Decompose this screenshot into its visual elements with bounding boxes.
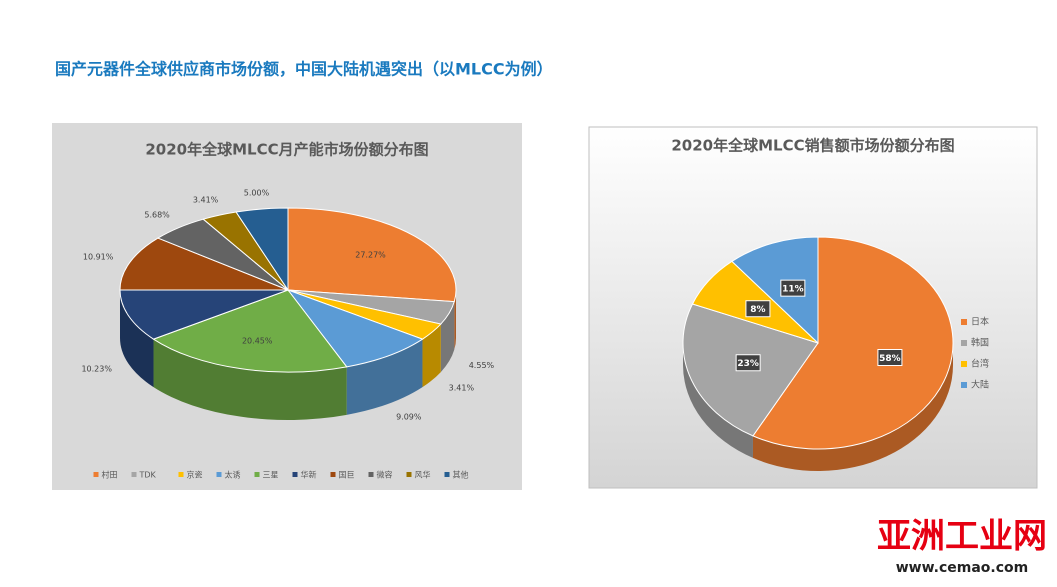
legend-swatch bbox=[292, 472, 298, 477]
data-label-box bbox=[877, 348, 903, 366]
data-label: 11% bbox=[782, 285, 804, 295]
data-label: 10.91% bbox=[83, 252, 114, 261]
legend-label: 风华 bbox=[415, 470, 431, 480]
legend-label: 华新 bbox=[301, 470, 317, 480]
data-label-box bbox=[735, 354, 761, 372]
slice bbox=[731, 236, 819, 345]
legend-label: TDK bbox=[139, 471, 157, 480]
legend-swatch bbox=[444, 472, 450, 477]
legend-swatch bbox=[961, 361, 967, 367]
slice-side bbox=[683, 343, 753, 458]
legend-label: 其他 bbox=[453, 470, 469, 480]
legend-swatch bbox=[961, 382, 967, 388]
slice bbox=[235, 207, 289, 292]
legend-swatch bbox=[178, 472, 184, 477]
data-label: 4.55% bbox=[469, 361, 495, 370]
slice bbox=[119, 237, 289, 291]
slice-side bbox=[346, 339, 423, 415]
slice-side bbox=[422, 324, 441, 388]
legend-label: 村田 bbox=[102, 470, 118, 480]
data-label: 5.00% bbox=[244, 188, 270, 197]
data-label: 3.41% bbox=[449, 384, 475, 393]
legend-label: 国巨 bbox=[339, 471, 355, 480]
legend-label: 大陆 bbox=[971, 379, 989, 391]
data-label: 27.27% bbox=[355, 251, 386, 260]
legend-label: 太诱 bbox=[225, 470, 241, 480]
slice-side bbox=[153, 339, 347, 420]
legend-label: 三星 bbox=[263, 471, 279, 480]
data-label-box bbox=[745, 300, 771, 318]
data-label: 10.23% bbox=[81, 365, 112, 374]
logo-name: 亚洲工业网 bbox=[877, 517, 1047, 557]
legend-swatch bbox=[93, 472, 99, 477]
logo-url: www.cemao.com bbox=[896, 560, 1029, 576]
legend-label: 台湾 bbox=[971, 358, 989, 370]
chart-title: 2020年全球MLCC月产能市场份额分布图 bbox=[145, 141, 428, 159]
slice bbox=[286, 288, 424, 368]
legend-swatch bbox=[961, 340, 967, 346]
chart-title: 2020年全球MLCC销售额市场份额分布图 bbox=[671, 137, 954, 155]
legend-swatch bbox=[368, 472, 374, 477]
legend-label: 日本 bbox=[971, 316, 989, 328]
slice-side bbox=[454, 290, 456, 350]
heading: 国产元器件全球供应商市场份额，中国大陆机遇突出（以MLCC为例） bbox=[55, 60, 553, 79]
data-label: 23% bbox=[737, 359, 759, 369]
slice-side bbox=[120, 290, 154, 388]
legend-swatch bbox=[254, 472, 260, 477]
legend-label: 韩国 bbox=[971, 337, 989, 349]
slice bbox=[152, 289, 348, 373]
slice-side bbox=[752, 343, 953, 472]
slice bbox=[119, 289, 289, 340]
legend-swatch bbox=[131, 472, 137, 477]
data-label: 20.45% bbox=[242, 337, 273, 346]
data-label: 3.41% bbox=[193, 196, 219, 205]
charts: 2020年全球MLCC月产能市场份额分布图 27.27% 4.55% 3.41% 9.0… bbox=[81, 137, 989, 480]
slice bbox=[287, 207, 457, 303]
legend-swatch bbox=[961, 319, 967, 325]
data-label-box bbox=[780, 279, 806, 297]
data-label: 8% bbox=[750, 305, 765, 315]
data-label: 5.68% bbox=[144, 211, 170, 220]
data-label: 58% bbox=[879, 354, 901, 364]
legend-label: 微容 bbox=[377, 470, 393, 480]
slice bbox=[752, 236, 954, 450]
legend-swatch bbox=[216, 472, 222, 477]
legend-swatch bbox=[406, 472, 412, 477]
legend-swatch bbox=[330, 472, 336, 477]
data-label: 9.09% bbox=[396, 412, 422, 421]
slice-side bbox=[440, 301, 455, 373]
legend-label: 京瓷 bbox=[187, 470, 203, 480]
